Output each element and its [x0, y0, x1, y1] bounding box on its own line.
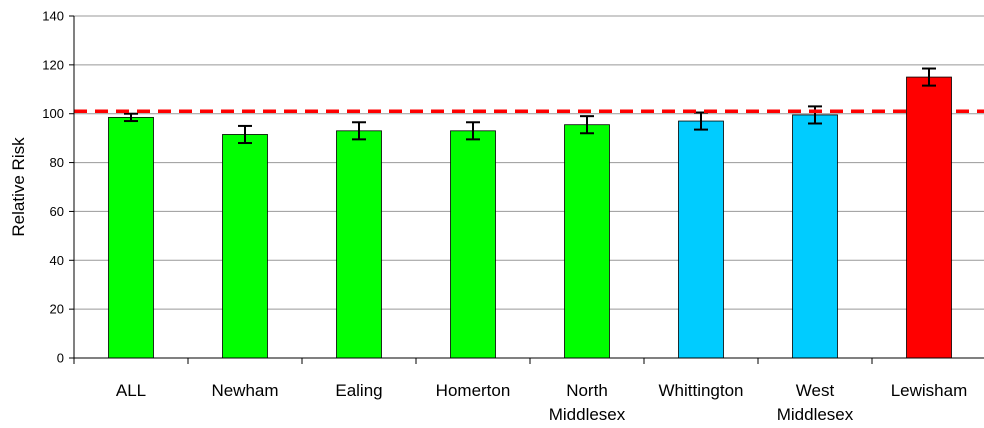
bar [108, 116, 154, 359]
bars [108, 76, 952, 359]
error-bar [238, 124, 252, 145]
x-tick-label: West Middlesex [777, 381, 854, 424]
x-tick-label: Homerton [436, 381, 511, 400]
bar [336, 130, 382, 359]
y-tick-label: 120 [42, 57, 64, 72]
y-tick-label: 80 [50, 155, 64, 170]
x-tick-label: Whittington [658, 381, 743, 400]
x-tick-label: Lewisham [891, 381, 968, 400]
bar [678, 120, 724, 359]
bar [222, 134, 268, 359]
error-bar [124, 112, 138, 123]
y-tick-label: 60 [50, 204, 64, 219]
y-tick-label: 0 [57, 351, 64, 366]
gridlines [74, 15, 984, 310]
error-bar [466, 121, 480, 141]
error-bar [922, 67, 936, 87]
y-tick-label: 20 [50, 302, 64, 317]
x-tick-label: Ealing [335, 381, 382, 400]
y-tick-label: 100 [42, 106, 64, 121]
x-tick-label: Newham [211, 381, 278, 400]
error-bar [808, 105, 822, 125]
bar [792, 114, 838, 359]
x-tick-labels: ALL Newham Ealing Homerton North Middlesex Whi… [116, 381, 967, 424]
y-tick-label: 40 [50, 253, 64, 268]
bar [564, 124, 610, 359]
bar [450, 130, 496, 359]
bar [906, 76, 952, 359]
x-tick-label: ALL [116, 381, 146, 400]
x-tick-label: North Middlesex [549, 381, 626, 424]
axes [69, 15, 984, 364]
y-tick-label: 140 [42, 9, 64, 24]
error-bars [124, 67, 936, 145]
y-tick-labels: 0 20 40 60 80 100 120 140 [42, 9, 64, 366]
error-bar [352, 121, 366, 141]
y-axis-title: Relative Risk [9, 137, 28, 237]
error-bar [580, 115, 594, 135]
